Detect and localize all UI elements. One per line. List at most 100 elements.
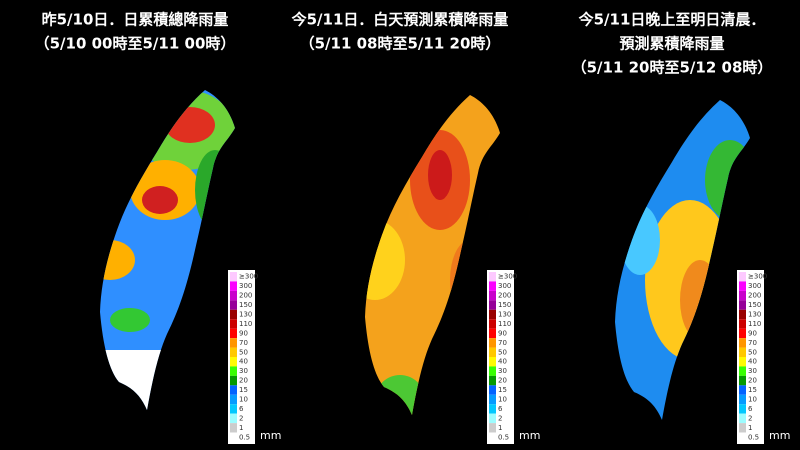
panel-title: （5/11 08時至5/11 20時） bbox=[300, 35, 501, 53]
legend-swatch bbox=[489, 404, 496, 414]
legend-label: 110 bbox=[498, 320, 511, 328]
legend-label: 0.5 bbox=[498, 433, 509, 441]
legend-label: 150 bbox=[498, 301, 511, 309]
legend-swatch bbox=[489, 272, 496, 282]
legend-swatch bbox=[739, 423, 746, 433]
legend-swatch bbox=[739, 404, 746, 414]
legend-label: ≥300 bbox=[239, 273, 258, 281]
legend-label: 70 bbox=[748, 339, 757, 347]
legend-swatch bbox=[489, 347, 496, 357]
legend-label: 1 bbox=[498, 424, 502, 432]
legend-swatch bbox=[739, 432, 746, 442]
legend-swatch bbox=[230, 366, 237, 376]
legend-swatch bbox=[739, 319, 746, 329]
legend-label: ≥300 bbox=[748, 273, 767, 281]
legend-label: 300 bbox=[498, 282, 511, 290]
legend-label: 110 bbox=[748, 320, 761, 328]
legend-label: 20 bbox=[239, 377, 248, 385]
legend-swatch bbox=[739, 357, 746, 367]
legend-swatch bbox=[489, 319, 496, 329]
legend-label: 15 bbox=[748, 386, 757, 394]
legend-swatch bbox=[739, 338, 746, 348]
legend-swatch bbox=[230, 413, 237, 424]
legend-label: 2 bbox=[239, 414, 243, 422]
legend-swatch bbox=[489, 375, 496, 386]
legend-swatch bbox=[739, 290, 746, 301]
legend-swatch bbox=[230, 328, 237, 339]
legend-swatch bbox=[489, 281, 496, 291]
legend-label: 150 bbox=[748, 301, 761, 309]
legend-label: 30 bbox=[748, 367, 757, 375]
legend-swatch bbox=[230, 404, 237, 414]
legend-label: 15 bbox=[498, 386, 507, 394]
legend-label: 200 bbox=[239, 292, 252, 300]
legend-label: 6 bbox=[498, 405, 503, 413]
legend-swatch bbox=[230, 272, 237, 282]
legend-swatch bbox=[489, 385, 496, 395]
legend-swatch bbox=[230, 357, 237, 367]
legend-label: 50 bbox=[498, 348, 507, 356]
legend-swatch bbox=[230, 319, 237, 329]
legend-swatch bbox=[230, 394, 237, 405]
map-3 bbox=[615, 100, 750, 420]
legend-swatch bbox=[230, 338, 237, 348]
panel-title: （5/11 20時至5/12 08時） bbox=[572, 59, 773, 77]
legend-label: 40 bbox=[239, 358, 248, 366]
legend-label: 15 bbox=[239, 386, 248, 394]
legend-swatch bbox=[489, 366, 496, 376]
legend-unit: mm bbox=[519, 429, 540, 442]
legend-label: 6 bbox=[239, 405, 244, 413]
legend-swatch bbox=[489, 394, 496, 405]
legend-label: 10 bbox=[748, 396, 757, 404]
legend-label: 20 bbox=[748, 377, 757, 385]
legend-label: 90 bbox=[498, 329, 507, 337]
panel-title: 今5/11日．白天預測累積降雨量 bbox=[291, 11, 509, 29]
legend-swatch bbox=[739, 394, 746, 405]
panel-title: 今5/11日晚上至明日清晨． bbox=[578, 11, 766, 29]
panel-title: 昨5/10日．日累積總降雨量 bbox=[42, 11, 229, 29]
legend-swatch bbox=[489, 432, 496, 442]
legend-label: 150 bbox=[239, 301, 252, 309]
legend-label: 130 bbox=[239, 311, 252, 319]
legend-label: 90 bbox=[748, 329, 757, 337]
legend-swatch bbox=[230, 300, 237, 310]
legend-swatch bbox=[489, 423, 496, 433]
legend-swatch bbox=[489, 338, 496, 348]
panel-title: 預測累積降雨量 bbox=[619, 35, 724, 53]
legend-swatch bbox=[739, 272, 746, 282]
legend-swatch bbox=[489, 300, 496, 310]
legend-unit: mm bbox=[260, 429, 281, 442]
legend-label: 130 bbox=[498, 311, 511, 319]
legend-swatch bbox=[739, 281, 746, 291]
legend-label: 110 bbox=[239, 320, 252, 328]
legend-label: 6 bbox=[748, 405, 753, 413]
legend-swatch bbox=[489, 309, 496, 320]
legend-label: 40 bbox=[748, 358, 757, 366]
legend-swatch bbox=[230, 347, 237, 357]
legend-label: 200 bbox=[498, 292, 511, 300]
legend-label: 70 bbox=[239, 339, 248, 347]
legend-label: 30 bbox=[239, 367, 248, 375]
legend-swatch bbox=[739, 375, 746, 386]
legend-label: 40 bbox=[498, 358, 507, 366]
legend-label: 200 bbox=[748, 292, 761, 300]
legend-swatch bbox=[230, 375, 237, 386]
legend-swatch bbox=[230, 281, 237, 291]
legend-swatch bbox=[739, 300, 746, 310]
legend-swatch bbox=[230, 432, 237, 442]
legend-swatch bbox=[739, 366, 746, 376]
legend-swatch bbox=[739, 347, 746, 357]
legend-swatch bbox=[489, 357, 496, 367]
legend-swatch bbox=[230, 290, 237, 301]
panel-title: （5/10 00時至5/11 00時） bbox=[35, 35, 236, 53]
legend-label: 2 bbox=[498, 414, 502, 422]
map-2 bbox=[365, 95, 500, 415]
legend-swatch bbox=[739, 413, 746, 424]
legend-label: 0.5 bbox=[748, 433, 759, 441]
legend-swatch bbox=[230, 309, 237, 320]
legend-label: 30 bbox=[498, 367, 507, 375]
legend-label: 10 bbox=[498, 396, 507, 404]
legend-swatch bbox=[739, 309, 746, 320]
legend-label: 0.5 bbox=[239, 433, 250, 441]
